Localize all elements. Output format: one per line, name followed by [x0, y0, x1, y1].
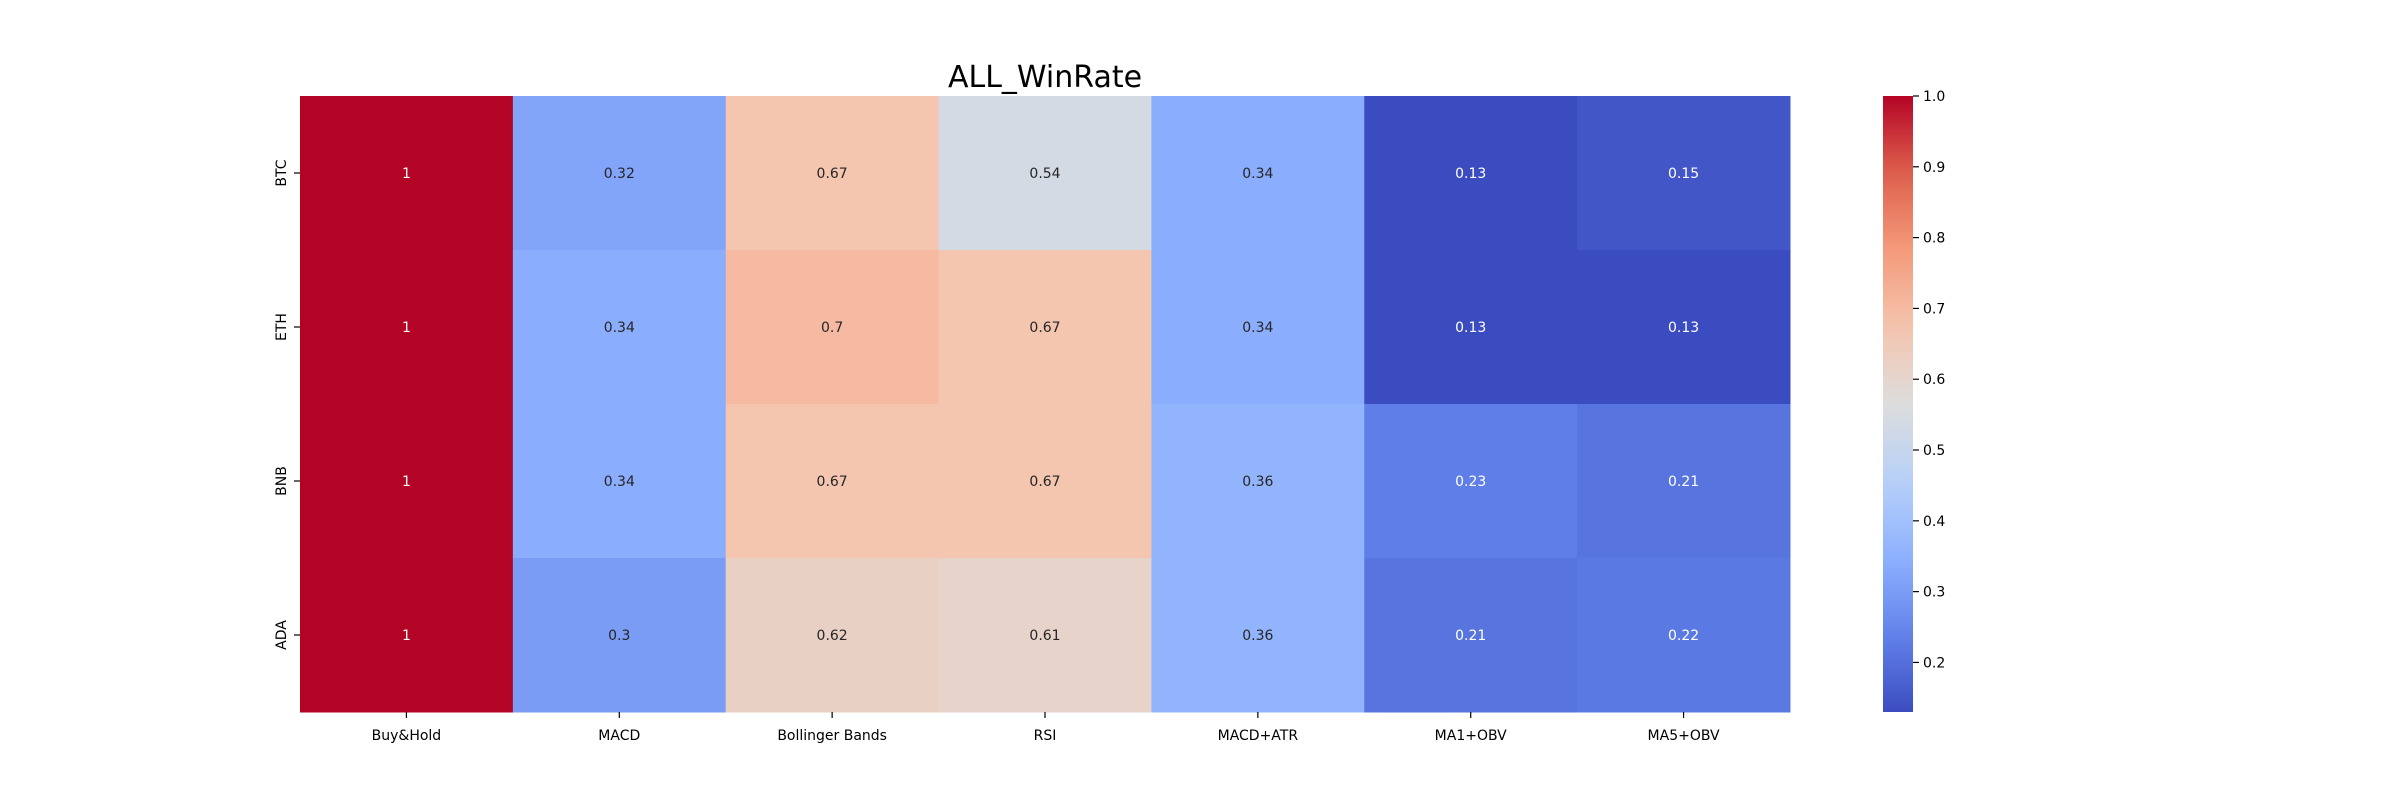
heatmap-cell: [1577, 404, 1791, 559]
heatmap-cell: [725, 558, 940, 713]
cell-value-label: 0.7: [821, 320, 843, 336]
heatmap-cell: [512, 404, 727, 559]
cell-value-label: 1: [402, 166, 411, 182]
x-tick-label: MA5+OBV: [1648, 728, 1720, 744]
cell-value-label: 0.15: [1668, 166, 1699, 182]
cell-value-label: 0.34: [1242, 320, 1273, 336]
cell-value-label: 0.23: [1455, 474, 1486, 490]
cell-value-label: 0.34: [604, 320, 635, 336]
colorbar-tick-label: 0.5: [1923, 443, 1945, 459]
colorbar-tick-label: 0.4: [1923, 514, 1945, 530]
cell-value-label: 0.32: [604, 166, 635, 182]
heatmap-cell: [300, 404, 514, 559]
cell-value-label: 0.62: [817, 628, 848, 644]
y-tick-label: ADA: [274, 620, 290, 650]
colorbar-gradient: [1883, 96, 1913, 712]
x-tick-label: MACD: [598, 728, 640, 744]
heatmap-cell: [1151, 404, 1365, 559]
heatmap-cell: [1577, 96, 1791, 251]
colorbar-tick-label: 0.3: [1923, 585, 1945, 601]
heatmap-cell: [1364, 96, 1578, 251]
heatmap-cells: 1 0.32 0.67 0.54 0.34 0.13 0.15 1 0.34 0.7 0.67 0.3…: [300, 96, 1791, 713]
heatmap-cell: [938, 250, 1152, 405]
cell-value-label: 0.36: [1242, 628, 1273, 644]
heatmap-cell: [300, 250, 514, 405]
x-tick-label: RSI: [1034, 728, 1057, 744]
heatmap-cell: [1151, 96, 1365, 251]
x-axis: Buy&Hold MACD Bollinger Bands RSI MACD+ATR MA…: [372, 712, 1720, 744]
cell-value-label: 0.34: [604, 474, 635, 490]
colorbar-tick-label: 0.2: [1923, 655, 1945, 671]
y-tick-label: BTC: [274, 159, 290, 186]
cell-value-label: 0.13: [1668, 320, 1699, 336]
cell-value-label: 0.67: [1029, 320, 1060, 336]
heatmap-cell: [725, 96, 940, 251]
colorbar-tick-label: 0.8: [1923, 231, 1945, 247]
colorbar-tick-label: 0.7: [1923, 301, 1945, 317]
colorbar-tick-label: 0.9: [1923, 160, 1945, 176]
cell-value-label: 1: [402, 474, 411, 490]
heatmap-cell: [512, 250, 727, 405]
x-tick-label: MACD+ATR: [1218, 728, 1299, 744]
cell-value-label: 1: [402, 628, 411, 644]
cell-value-label: 0.34: [1242, 166, 1273, 182]
cell-value-label: 0.21: [1668, 474, 1699, 490]
cell-value-label: 0.13: [1455, 166, 1486, 182]
heatmap-cell: [1577, 250, 1791, 405]
heatmap-cell: [725, 404, 940, 559]
heatmap-cell: [938, 404, 1152, 559]
colorbar-tick-label: 0.6: [1923, 372, 1945, 388]
heatmap-cell: [938, 96, 1152, 251]
heatmap-cell: [725, 250, 940, 405]
heatmap-cell: [1364, 558, 1578, 713]
colorbar: 0.2 0.3 0.4 0.5 0.6 0.7 0.8 0.9 1.0: [1883, 89, 1945, 712]
chart-title: ALL_WinRate: [948, 60, 1142, 95]
x-tick-label: Bollinger Bands: [777, 728, 887, 744]
cell-value-label: 0.67: [817, 474, 848, 490]
heatmap-cell: [1577, 558, 1791, 713]
y-axis: BTC ETH BNB ADA: [274, 159, 300, 650]
cell-value-label: 0.3: [608, 628, 630, 644]
cell-value-label: 0.13: [1455, 320, 1486, 336]
heatmap-cell: [512, 558, 727, 713]
heatmap-cell: [300, 558, 514, 713]
cell-value-label: 0.22: [1668, 628, 1699, 644]
cell-value-label: 0.36: [1242, 474, 1273, 490]
heatmap-cell: [1364, 250, 1578, 405]
cell-value-label: 0.21: [1455, 628, 1486, 644]
cell-value-label: 0.67: [1029, 474, 1060, 490]
heatmap-cell: [512, 96, 727, 251]
x-tick-label: Buy&Hold: [372, 728, 442, 744]
y-tick-label: ETH: [274, 313, 290, 341]
colorbar-tick-label: 1.0: [1923, 89, 1945, 105]
heatmap-cell: [938, 558, 1152, 713]
cell-value-label: 1: [402, 320, 411, 336]
cell-value-label: 0.67: [817, 166, 848, 182]
y-tick-label: BNB: [274, 466, 290, 496]
heatmap-cell: [300, 96, 514, 251]
heatmap-cell: [1364, 404, 1578, 559]
cell-value-label: 0.61: [1029, 628, 1060, 644]
cell-value-label: 0.54: [1029, 166, 1060, 182]
heatmap-cell: [1151, 250, 1365, 405]
x-tick-label: MA1+OBV: [1435, 728, 1507, 744]
heatmap-cell: [1151, 558, 1365, 713]
